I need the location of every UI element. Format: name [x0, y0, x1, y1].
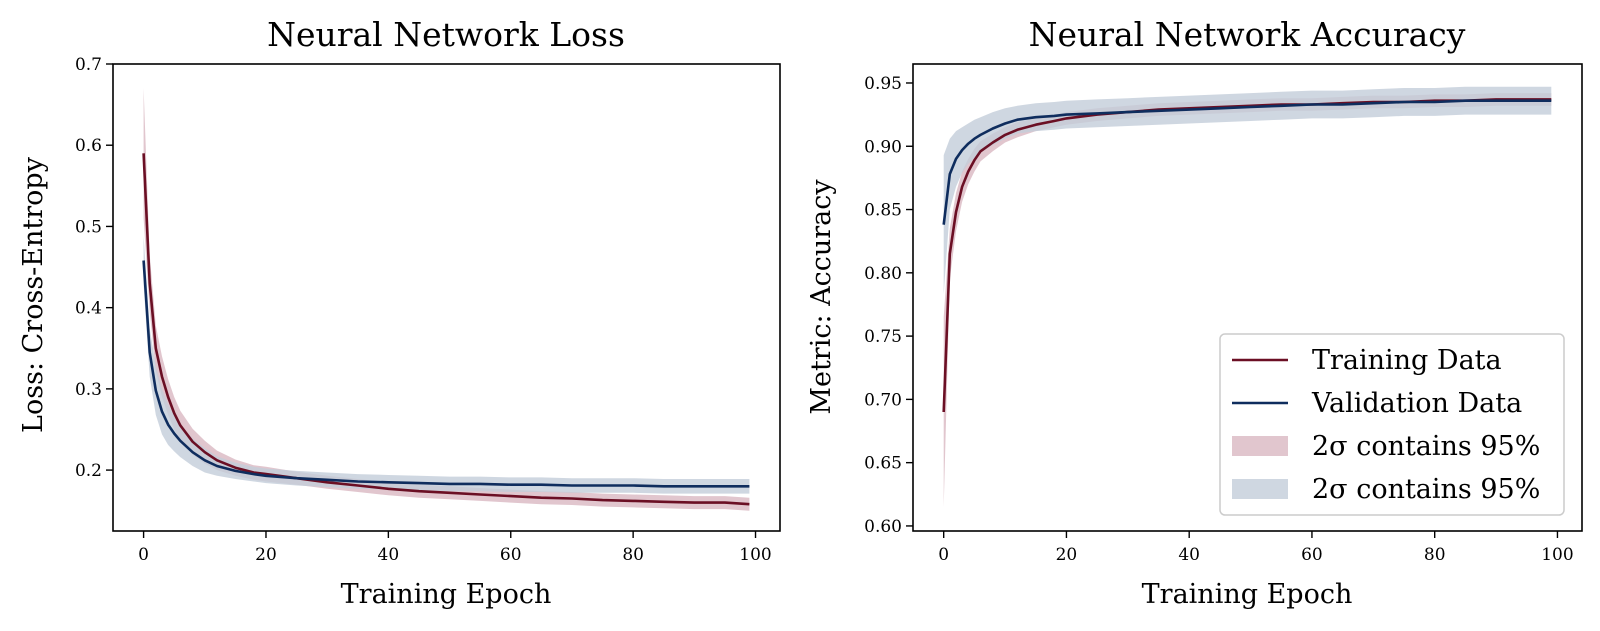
accuracy-chart-title: Neural Network Accuracy: [1029, 15, 1466, 54]
loss-x-tick-label: 60: [500, 545, 522, 565]
accuracy-y-axis-label: Metric: Accuracy: [806, 179, 837, 415]
legend-label-2-contains-95-2: 2σ contains 95%: [1312, 431, 1540, 462]
legend: Training Data Validation Data 2σ contains …: [1219, 333, 1565, 516]
loss-x-tick-label: 40: [378, 545, 400, 565]
accuracy-x-tick-label: 40: [1178, 545, 1200, 565]
loss-x-tick-label: 0: [138, 545, 149, 565]
legend-swatch-2-contains-95-3: [1232, 479, 1288, 499]
accuracy-validation-data-line: [942, 99, 1552, 225]
loss-plot-frame: [112, 63, 781, 532]
accuracy-y-tick-label: 0.95: [864, 74, 902, 94]
accuracy-y-tick-label: 0.65: [864, 454, 902, 474]
loss-validation-data-line: [142, 260, 750, 488]
legend-items: Training Data Validation Data 2σ contains …: [1232, 345, 1540, 505]
accuracy-x-tick-label: 100: [1541, 545, 1573, 565]
loss-y-axis-label: Loss: Cross-Entropy: [18, 156, 49, 433]
loss-ticks: 0 20 40 60 80 100 0.2 0.3 0.4 0.5 0.6 0.7: [75, 55, 772, 565]
legend-label-training-data-0: Training Data: [1312, 345, 1502, 376]
accuracy-y-tick-label: 0.70: [864, 390, 902, 410]
loss-bands: [143, 88, 750, 511]
loss-y-tick-label: 0.2: [75, 461, 102, 481]
accuracy-y-tick-label: 0.60: [864, 517, 902, 537]
loss-panel: Neural Network Loss Training Epoch Loss:…: [18, 15, 781, 610]
legend-box: [1219, 333, 1565, 516]
accuracy-lines: [942, 98, 1552, 413]
legend-label-validation-data-1: Validation Data: [1311, 388, 1522, 419]
accuracy-validation-data-band: [943, 86, 1552, 295]
accuracy-y-tick-label: 0.85: [864, 201, 902, 221]
accuracy-plot-frame: [912, 63, 1583, 532]
loss-lines: [142, 153, 750, 506]
accuracy-x-tick-label: 0: [938, 545, 949, 565]
loss-y-tick-label: 0.5: [75, 217, 102, 237]
accuracy-x-tick-label: 80: [1424, 545, 1446, 565]
loss-x-tick-label: 20: [255, 545, 277, 565]
accuracy-y-tick-label: 0.80: [864, 264, 902, 284]
loss-x-tick-label: 80: [622, 545, 644, 565]
legend-swatch-2-contains-95-2: [1232, 436, 1288, 456]
accuracy-x-tick-label: 60: [1301, 545, 1323, 565]
loss-y-tick-label: 0.7: [75, 55, 102, 75]
loss-x-tick-label: 100: [739, 545, 771, 565]
loss-training-data-band: [143, 88, 750, 511]
accuracy-y-tick-label: 0.75: [864, 327, 902, 347]
accuracy-x-tick-label: 20: [1056, 545, 1078, 565]
accuracy-panel: Neural Network Accuracy Training Epoch M…: [806, 15, 1583, 610]
accuracy-x-axis-label: Training Epoch: [1142, 579, 1353, 610]
loss-x-axis-label: Training Epoch: [341, 579, 552, 610]
loss-training-data-line: [142, 153, 750, 506]
loss-y-tick-label: 0.6: [75, 136, 102, 156]
loss-y-tick-label: 0.3: [75, 380, 102, 400]
loss-chart-title: Neural Network Loss: [267, 15, 625, 54]
accuracy-ticks: 0 20 40 60 80 100 0.60 0.65 0.70 0.75 0.80 0.85 0.90…: [864, 74, 1574, 565]
loss-y-tick-label: 0.4: [75, 299, 102, 319]
loss-validation-data-band: [143, 236, 750, 494]
accuracy-y-tick-label: 0.90: [864, 137, 902, 157]
legend-label-2-contains-95-3: 2σ contains 95%: [1312, 474, 1540, 505]
